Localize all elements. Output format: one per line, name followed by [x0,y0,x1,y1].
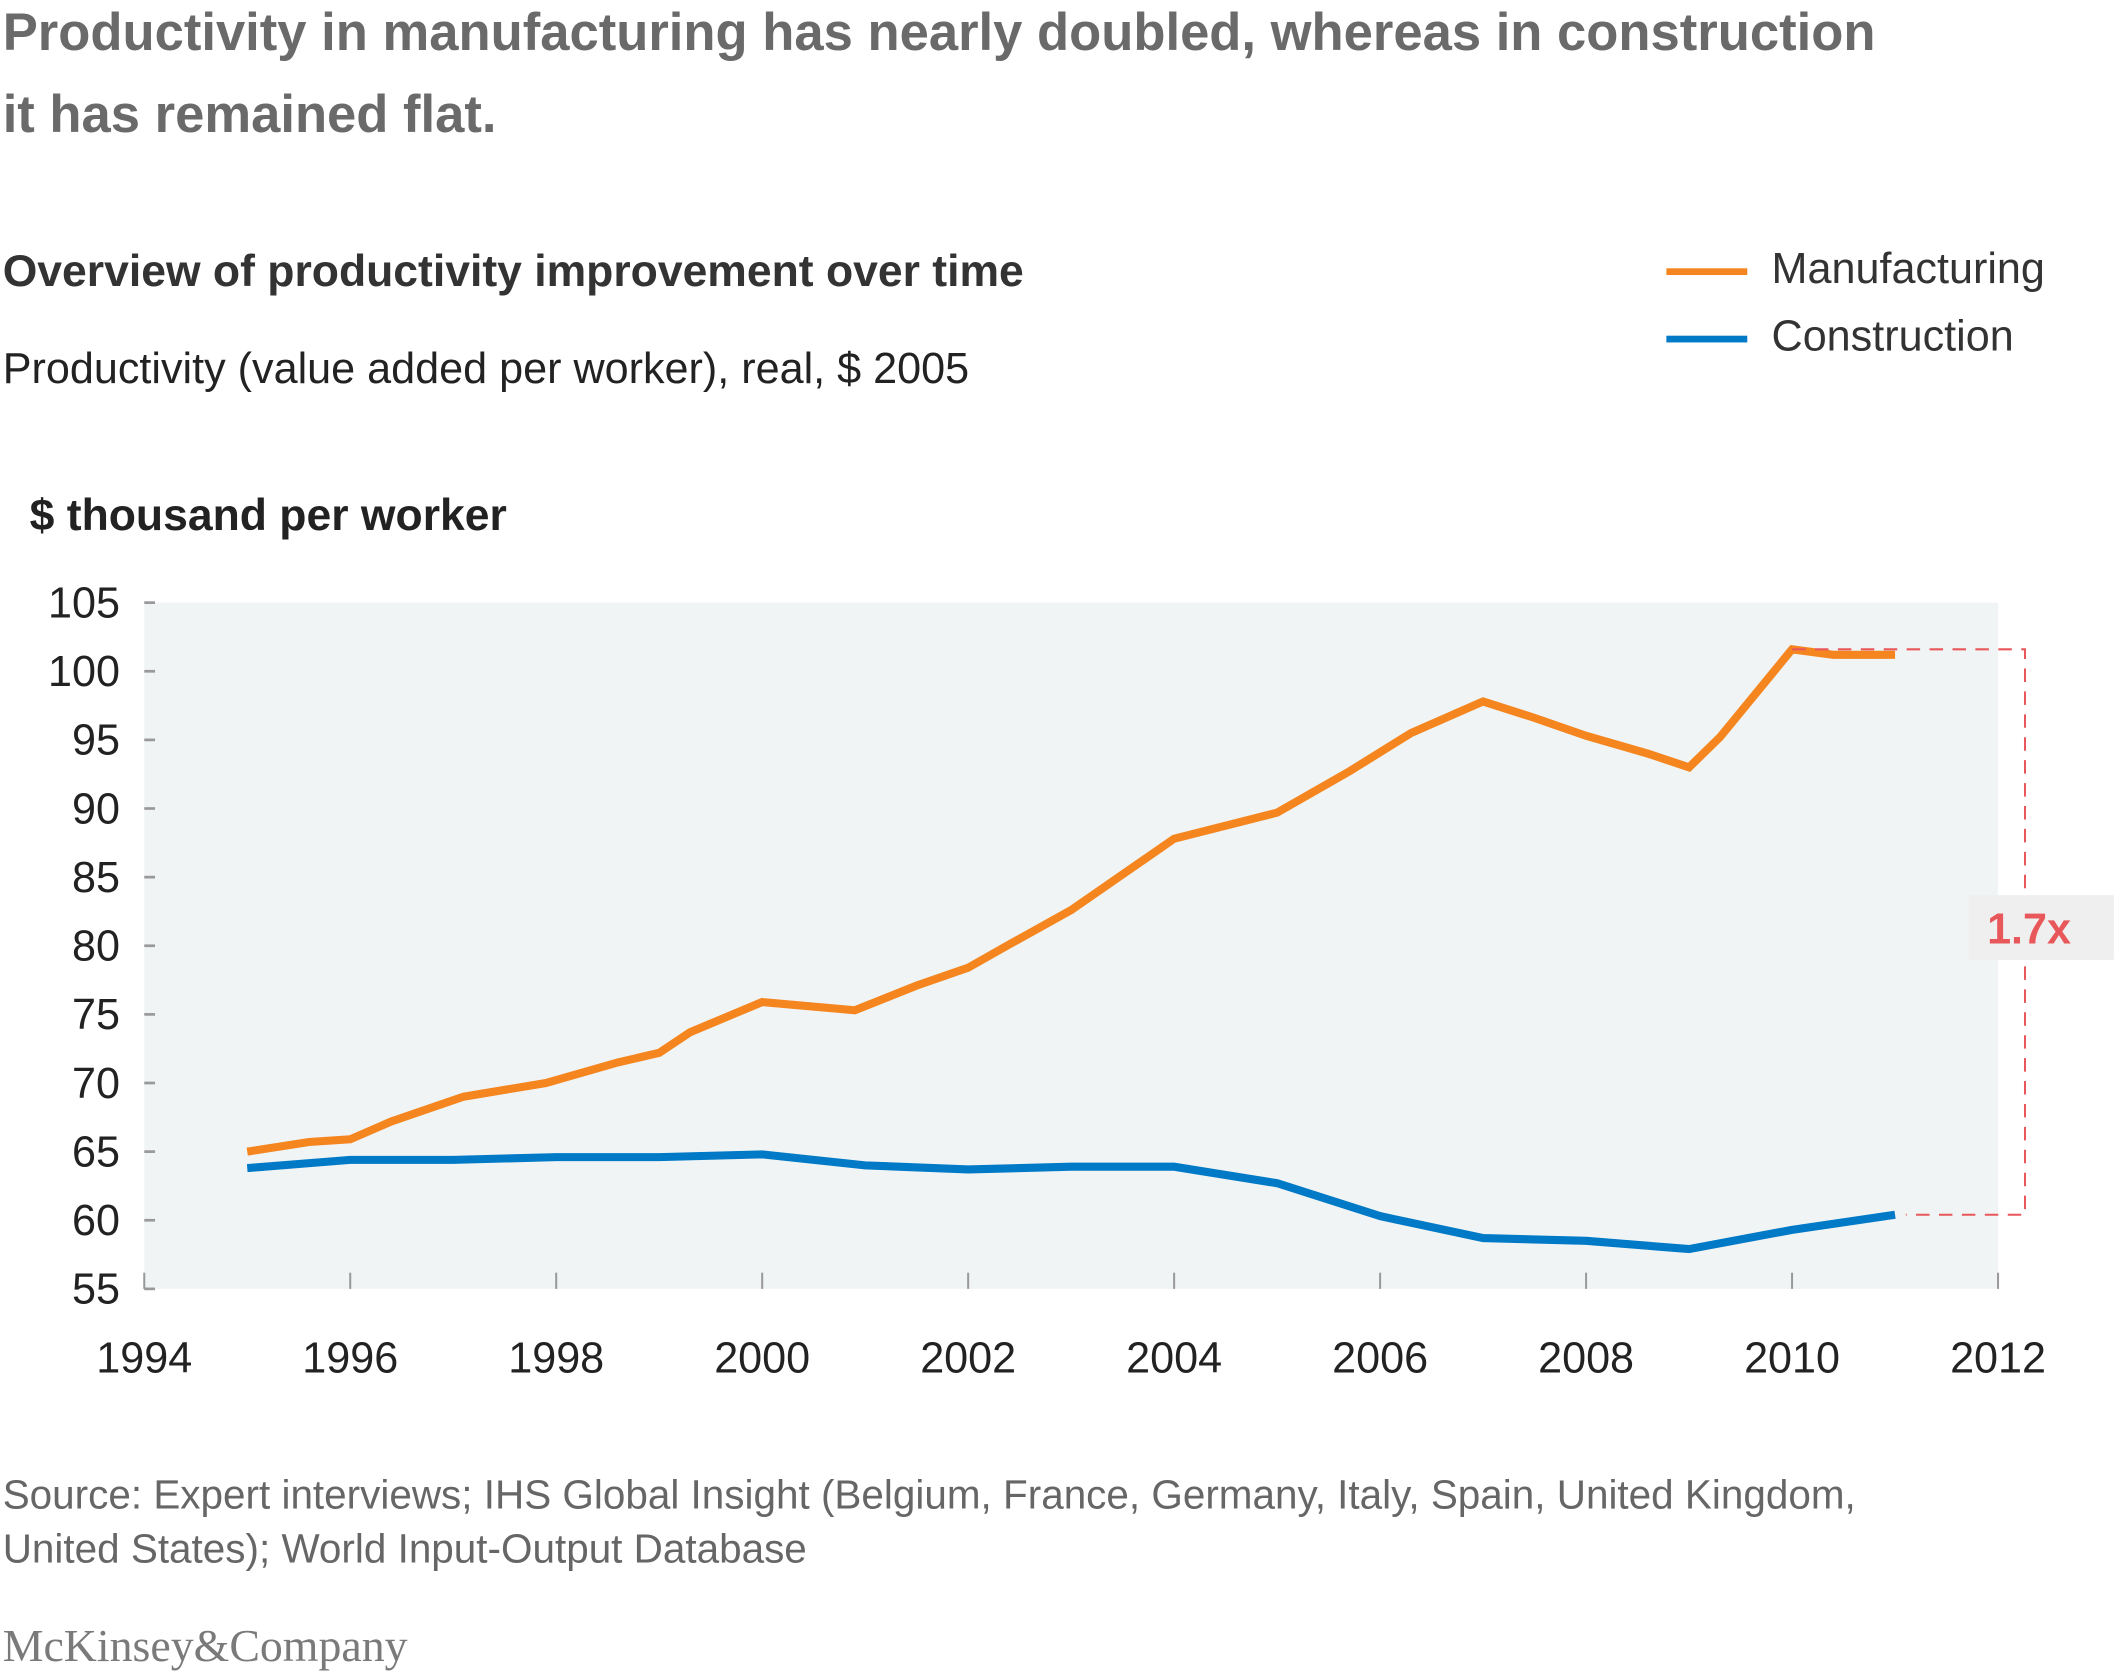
y-tick-label: 105 [48,579,120,627]
annotation-label: 1.7x [1987,906,2071,954]
line-chart: 55 60 65 70 75 80 85 90 95 100 105 1994 1996 1998 2000… [48,579,2114,1382]
x-tick-label: 2006 [1332,1334,1428,1382]
x-tick-label: 2002 [920,1334,1016,1382]
x-tick-label: 2012 [1950,1334,2046,1382]
x-tick-label: 2008 [1538,1334,1634,1382]
plot-background [144,602,1999,1289]
y-tick-label: 90 [72,785,120,833]
x-tick-label: 2004 [1126,1334,1222,1382]
legend-item-manufacturing: Manufacturing [1666,244,2045,294]
y-tick-label: 85 [72,854,120,902]
y-tick-label: 70 [72,1060,120,1108]
source-note: Source: Expert interviews; IHS Global In… [2,1473,1856,1573]
legend-swatch-manufacturing [1666,268,1748,276]
y-tick-label: 75 [72,991,120,1039]
chart-title: Productivity in manufacturing has nearly… [2,4,1876,145]
legend-label: Manufacturing [1771,244,2045,293]
logo: McKinsey&Company [2,1621,408,1672]
annotation-box [1968,895,2114,960]
series-line-construction [246,1150,1896,1254]
y-tick-label: 95 [72,717,120,765]
y-tick-label: 55 [72,1266,120,1314]
y-tick-label: 100 [48,648,120,696]
x-tick-label: 1996 [302,1334,398,1382]
x-tick-label: 1998 [508,1334,604,1382]
chart-subtitle: Overview of productivity improvement ove… [2,245,1024,296]
legend-label: Construction [1771,311,2014,360]
legend-item-construction: Construction [1666,311,2014,361]
y-tick-label: 60 [72,1197,120,1245]
x-tick-label: 2010 [1744,1334,1840,1382]
x-tick-label: 1994 [96,1334,192,1382]
legend-swatch-construction [1666,335,1748,343]
series-line-manufacturing [246,645,1896,1156]
y-axis-label: $ thousand per worker [29,489,507,540]
x-tick-label: 2000 [714,1334,810,1382]
chart-description: Productivity (value added per worker), r… [2,343,970,393]
y-tick-label: 65 [72,1128,120,1176]
y-tick-label: 80 [72,923,120,971]
